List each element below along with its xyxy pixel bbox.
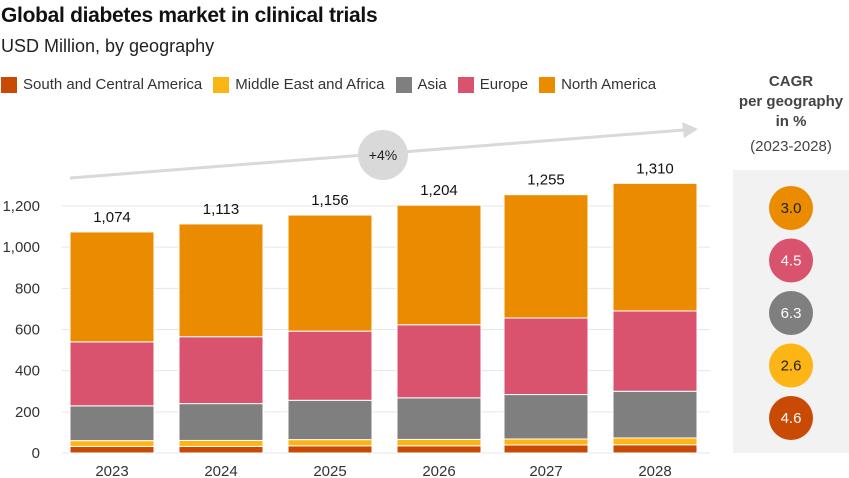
bar-segment <box>287 330 373 401</box>
cagr-value: 6.3 <box>781 305 802 322</box>
cagr-circle <box>769 238 813 283</box>
cagr-circle <box>769 186 813 230</box>
bar-segment <box>69 445 155 454</box>
legend: South and Central America Middle East and… <box>1 76 667 93</box>
cagr-value: 3.0 <box>781 200 802 217</box>
trend-label: +4% <box>369 147 397 163</box>
bar-segment <box>287 399 373 441</box>
legend-swatch <box>539 76 556 93</box>
chart-subtitle: USD Million, by geography <box>1 36 215 56</box>
bar-segment <box>396 204 482 326</box>
y-tick-label: 1,200 <box>2 198 40 215</box>
legend-label: Europe <box>479 76 529 93</box>
x-tick-label: 2025 <box>313 463 346 478</box>
cagr-heading-line: CAGR <box>768 73 814 90</box>
x-tick-label: 2026 <box>422 463 455 478</box>
legend-item: South and Central America <box>1 76 202 93</box>
cagr-heading: CAGR per geography in % <box>733 72 849 132</box>
bar-segment <box>503 444 589 454</box>
bar-segment <box>69 405 155 442</box>
cagr-circle <box>769 343 813 388</box>
chart-title: Global diabetes market in clinical trial… <box>1 4 378 27</box>
x-tick-label: 2027 <box>529 463 562 478</box>
y-tick-label: 400 <box>15 363 40 380</box>
y-tick-label: 200 <box>15 404 40 421</box>
bar-total-label: 1,113 <box>203 201 239 218</box>
cagr-value: 2.6 <box>781 358 802 375</box>
bar-total-label: 1,310 <box>636 160 674 177</box>
legend-swatch <box>1 76 17 93</box>
cagr-heading-line: in % <box>775 113 807 130</box>
bar-segment <box>178 445 264 454</box>
bar-segment <box>178 336 264 405</box>
bar-total-label: 1,255 <box>527 172 565 189</box>
x-tick-label: 2024 <box>204 463 237 478</box>
bar-segment <box>69 231 155 343</box>
bar-segment <box>503 438 589 446</box>
legend-item: North America <box>539 76 656 93</box>
x-tick-label: 2028 <box>638 463 671 478</box>
legend-item: Asia <box>395 76 447 93</box>
cagr-period: (2023-2028) <box>750 138 832 155</box>
legend-label: South and Central America <box>23 76 203 93</box>
bar-segment <box>396 324 482 399</box>
legend-swatch <box>395 76 412 93</box>
trend-arrow-head <box>682 122 698 138</box>
y-tick-label: 0 <box>32 445 40 462</box>
cagr-circle <box>769 291 813 335</box>
bar-total-label: 1,204 <box>420 182 458 199</box>
bar-segment <box>503 317 589 396</box>
bar-segment <box>69 440 155 447</box>
bar-segment <box>69 341 155 407</box>
bar-segment <box>396 397 482 440</box>
cagr-circle <box>769 396 813 440</box>
cagr-value: 4.6 <box>781 410 802 427</box>
bar-total-label: 1,074 <box>93 209 131 226</box>
bar-total-label: 1,156 <box>311 192 349 209</box>
cagr-value: 4.5 <box>781 253 802 270</box>
y-tick-label: 600 <box>15 322 40 339</box>
cagr-heading-line: per geography <box>738 93 844 110</box>
legend-swatch <box>213 76 230 93</box>
bar-segment <box>396 438 482 447</box>
bar-segment <box>612 390 698 439</box>
bar-segment <box>503 394 589 440</box>
bar-segment <box>612 182 698 312</box>
legend-label: North America <box>561 76 657 93</box>
bar-segment <box>396 445 482 454</box>
legend-item: Middle East and Africa <box>213 76 385 93</box>
y-tick-label: 1,000 <box>2 239 40 256</box>
bar-segment <box>612 437 698 446</box>
bar-segment <box>287 214 373 332</box>
x-tick-label: 2023 <box>95 463 128 478</box>
bar-segment <box>503 194 589 319</box>
legend-label: Asia <box>417 76 447 93</box>
bar-segment <box>178 439 264 447</box>
y-tick-label: 800 <box>15 280 40 297</box>
bar-segment <box>178 403 264 441</box>
bar-segment <box>178 223 264 338</box>
bar-segment <box>287 445 373 454</box>
legend-item: Europe <box>457 76 529 93</box>
bar-segment <box>287 439 373 447</box>
trend-badge <box>358 130 408 180</box>
bar-segment <box>612 310 698 392</box>
legend-swatch <box>457 76 474 93</box>
bar-segment <box>612 444 698 454</box>
legend-label: Middle East and Africa <box>235 76 385 93</box>
